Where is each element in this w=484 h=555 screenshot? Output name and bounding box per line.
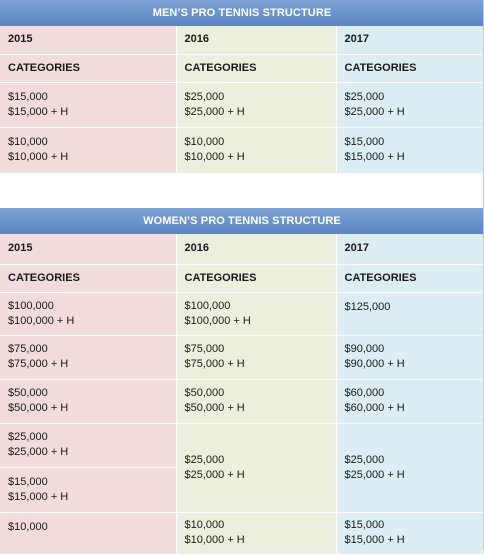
- women-cell-2015: $25,000 $25,000 + H: [0, 423, 177, 468]
- prize-amount: $15,000: [8, 475, 48, 488]
- table-row: $25,000 $25,000 + H $25,000 $25,000 + H …: [0, 423, 484, 513]
- men-categories-row: CATEGORIES CATEGORIES CATEGORIES: [0, 54, 484, 83]
- men-cell-2015: $10,000 $10,000 + H: [0, 127, 177, 174]
- women-cell-2017: $60,000 $60,000 + H: [336, 379, 484, 424]
- women-cell-2017: $90,000 $90,000 + H: [336, 335, 484, 380]
- prize-amount-hospitality: $60,000 + H: [344, 402, 405, 414]
- prize-amount: $15,000: [344, 136, 385, 148]
- women-categories-2015: CATEGORIES: [0, 264, 177, 293]
- prize-amount-hospitality: $90,000 + H: [344, 358, 405, 370]
- prize-amount-hospitality: $10,000 + H: [184, 151, 245, 163]
- prize-amount: $100,000: [184, 299, 231, 312]
- men-cell-2015: $15,000 $15,000 + H: [0, 82, 177, 128]
- prize-amount: $25,000: [8, 431, 48, 443]
- prize-amount: $50,000: [8, 387, 48, 399]
- prize-amount-hospitality: $100,000 + H: [8, 314, 75, 327]
- men-categories-2017: CATEGORIES: [336, 54, 484, 83]
- men-year-2016: 2016: [176, 26, 337, 55]
- women-categories-row: CATEGORIES CATEGORIES CATEGORIES: [0, 264, 484, 293]
- prize-amount-hospitality: $10,000 + H: [8, 151, 69, 163]
- men-structure-table: 2015 2016 2017 CATEGORIES CATEGORIES CAT…: [0, 26, 484, 174]
- prize-amount: $125,000: [344, 300, 391, 313]
- men-cell-2016: $10,000 $10,000 + H: [176, 127, 337, 174]
- prize-amount: $25,000: [344, 90, 385, 103]
- prize-amount: $15,000: [8, 90, 48, 103]
- prize-amount-hospitality: $15,000 + H: [8, 490, 69, 503]
- table-row: $10,000 $10,000 + H $10,000 $10,000 + H …: [0, 127, 484, 174]
- table-row: $15,000 $15,000 + H $25,000 $25,000 + H …: [0, 82, 484, 128]
- prize-amount: $100,000: [8, 299, 54, 312]
- women-year-row: 2015 2016 2017: [0, 234, 484, 265]
- women-year-2016: 2016: [176, 234, 337, 265]
- prize-amount-hospitality: $75,000 + H: [184, 358, 245, 370]
- prize-amount: $10,000: [184, 136, 225, 148]
- women-cell-2017: $125,000: [336, 292, 484, 336]
- men-cell-2017: $25,000 $25,000 + H: [336, 82, 484, 128]
- men-year-2015: 2015: [0, 26, 177, 55]
- prize-amount: $60,000: [344, 387, 385, 399]
- prize-amount: $15,000: [344, 519, 385, 531]
- prize-amount-hospitality: $25,000 + H: [344, 105, 405, 118]
- prize-amount: $10,000: [184, 519, 225, 531]
- women-cell-2017-merged: $25,000 $25,000 + H: [336, 423, 484, 513]
- section-spacer: [0, 174, 484, 208]
- prize-amount-hospitality: $25,000 + H: [184, 468, 245, 481]
- table-row: $100,000 $100,000 + H $100,000 $100,000 …: [0, 292, 484, 336]
- men-section-title: MEN’S PRO TENNIS STRUCTURE: [0, 0, 484, 26]
- women-structure-table: 2015 2016 2017 CATEGORIES CATEGORIES CAT…: [0, 234, 484, 555]
- prize-amount-hospitality: $10,000 + H: [184, 534, 245, 546]
- prize-amount-hospitality: $75,000 + H: [8, 358, 69, 370]
- prize-amount: $10,000: [8, 136, 48, 148]
- men-categories-2015: CATEGORIES: [0, 54, 177, 83]
- prize-amount: $25,000: [184, 90, 225, 103]
- prize-amount-hospitality: $25,000 + H: [184, 105, 245, 118]
- men-categories-2016: CATEGORIES: [176, 54, 337, 83]
- women-year-2015: 2015: [0, 234, 177, 265]
- prize-amount-hospitality: $50,000 + H: [8, 402, 69, 414]
- prize-amount-hospitality: $50,000 + H: [184, 402, 245, 414]
- women-cell-2015: $100,000 $100,000 + H: [0, 292, 177, 336]
- prize-amount-hospitality: $100,000 + H: [184, 314, 251, 327]
- men-structure-section: MEN’S PRO TENNIS STRUCTURE 2015 2016 201…: [0, 0, 484, 174]
- prize-amount: $25,000: [344, 453, 385, 466]
- men-cell-2016: $25,000 $25,000 + H: [176, 82, 337, 128]
- table-row: $10,000 $10,000 $10,000 + H $15,000 $15,…: [0, 512, 484, 555]
- prize-amount: $75,000: [184, 343, 225, 355]
- prize-amount-hospitality: $25,000 + H: [8, 446, 69, 458]
- prize-amount: $90,000: [344, 343, 385, 355]
- men-cell-2017: $15,000 $15,000 + H: [336, 127, 484, 174]
- women-cell-2016: $100,000 $100,000 + H: [176, 292, 337, 336]
- women-year-2017: 2017: [336, 234, 484, 265]
- prize-amount: $75,000: [8, 343, 48, 355]
- prize-amount-hospitality: $15,000 + H: [8, 105, 69, 118]
- women-cell-2015: $15,000 $15,000 + H: [0, 467, 177, 513]
- prize-amount-hospitality: $25,000 + H: [344, 468, 405, 481]
- women-cell-2016: $50,000 $50,000 + H: [176, 379, 337, 424]
- prize-amount: $25,000: [184, 453, 225, 466]
- table-row: $75,000 $75,000 + H $75,000 $75,000 + H …: [0, 335, 484, 380]
- women-cell-2015: $50,000 $50,000 + H: [0, 379, 177, 424]
- women-cell-2016: $10,000 $10,000 + H: [176, 512, 337, 555]
- table-row: $15,000 $15,000 + H: [0, 467, 484, 513]
- prize-amount-hospitality: $15,000 + H: [344, 151, 405, 163]
- table-row: $50,000 $50,000 + H $50,000 $50,000 + H …: [0, 379, 484, 424]
- women-cell-2016: $75,000 $75,000 + H: [176, 335, 337, 380]
- women-cell-2015: $10,000: [0, 512, 177, 555]
- prize-amount: $10,000: [8, 520, 48, 533]
- women-categories-2016: CATEGORIES: [176, 264, 337, 293]
- women-cell-2017: $15,000 $15,000 + H: [336, 512, 484, 555]
- men-year-row: 2015 2016 2017: [0, 26, 484, 55]
- men-year-2017: 2017: [336, 26, 484, 55]
- women-cell-2016-merged: $25,000 $25,000 + H: [176, 423, 337, 513]
- prize-amount: $50,000: [184, 387, 225, 399]
- women-categories-2017: CATEGORIES: [336, 264, 484, 293]
- women-section-title: WOMEN’S PRO TENNIS STRUCTURE: [0, 208, 484, 234]
- women-structure-section: WOMEN’S PRO TENNIS STRUCTURE 2015 2016 2…: [0, 208, 484, 555]
- women-cell-2015: $75,000 $75,000 + H: [0, 335, 177, 380]
- prize-amount-hospitality: $15,000 + H: [344, 534, 405, 546]
